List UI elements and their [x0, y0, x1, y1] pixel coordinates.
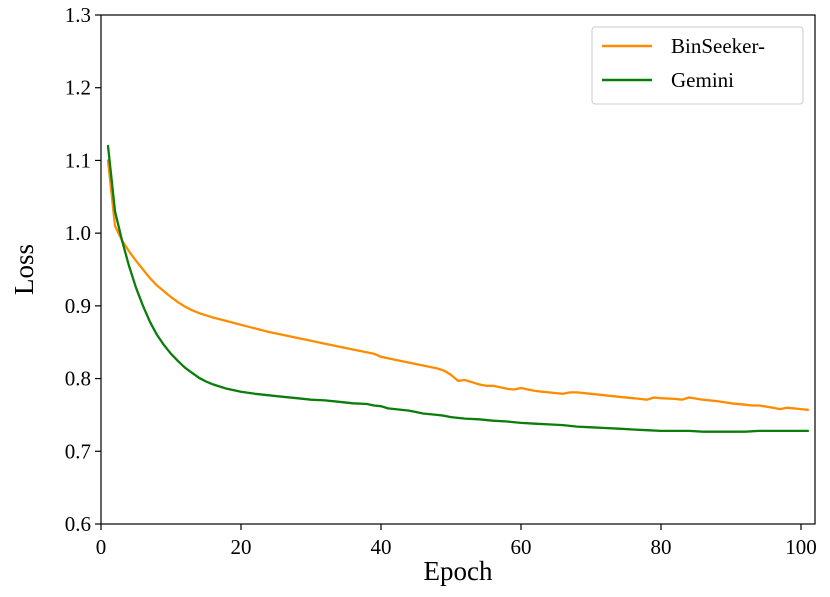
- x-tick-label: 0: [96, 535, 107, 559]
- y-tick-label: 0.6: [65, 512, 91, 536]
- y-tick-label: 0.7: [65, 439, 91, 463]
- x-tick-label: 20: [231, 535, 252, 559]
- y-tick-label: 1.3: [65, 3, 91, 27]
- y-tick-label: 0.8: [65, 367, 91, 391]
- x-tick-label: 80: [651, 535, 672, 559]
- plot-frame: [100, 14, 816, 525]
- x-tick-label: 40: [371, 535, 392, 559]
- plot-lines: [106, 144, 810, 433]
- legend-label-gemini: Gemini: [671, 68, 734, 92]
- y-tick-label: 1.2: [65, 76, 91, 100]
- x-tick-label: 100: [785, 535, 817, 559]
- legend-label-binseeker: BinSeeker-: [671, 34, 765, 58]
- legend: BinSeeker- Gemini: [591, 26, 804, 105]
- y-axis-label: Loss: [9, 244, 39, 295]
- x-tick-label: 60: [511, 535, 532, 559]
- y-tick-label: 0.9: [65, 294, 91, 318]
- y-axis-ticks: 0.6 0.7 0.8 0.9 1.0 1.1 1.2 1.3: [65, 3, 101, 536]
- x-axis-ticks: 0 20 40 60 80 100: [96, 524, 817, 559]
- y-tick-label: 1.1: [65, 148, 91, 172]
- x-axis-label: Epoch: [424, 556, 493, 586]
- series-line-binseeker: [106, 159, 810, 411]
- series-line-gemini: [106, 144, 810, 433]
- y-tick-label: 1.0: [65, 221, 91, 245]
